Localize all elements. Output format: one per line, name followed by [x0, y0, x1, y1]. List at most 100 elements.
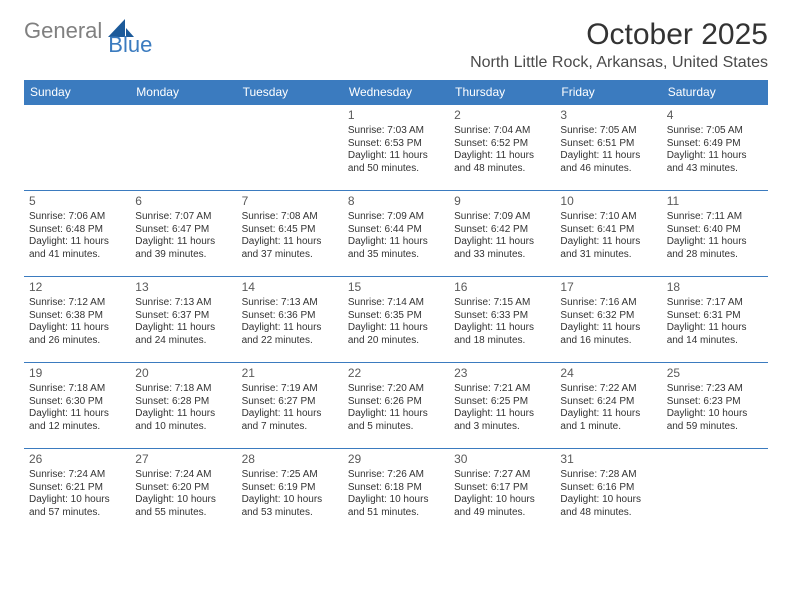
col-friday: Friday [555, 80, 661, 105]
day-number: 9 [454, 194, 550, 209]
calendar-cell: 22Sunrise: 7:20 AMSunset: 6:26 PMDayligh… [343, 363, 449, 449]
sunset-text: Sunset: 6:31 PM [667, 310, 763, 323]
calendar-cell: 18Sunrise: 7:17 AMSunset: 6:31 PMDayligh… [662, 277, 768, 363]
col-saturday: Saturday [662, 80, 768, 105]
sunrise-text: Sunrise: 7:14 AM [348, 297, 444, 310]
day-number: 14 [242, 280, 338, 295]
sunrise-text: Sunrise: 7:05 AM [667, 125, 763, 138]
sunset-text: Sunset: 6:52 PM [454, 138, 550, 151]
location: North Little Rock, Arkansas, United Stat… [470, 54, 768, 72]
daylight-text: Daylight: 11 hours and 39 minutes. [135, 236, 231, 261]
col-wednesday: Wednesday [343, 80, 449, 105]
daylight-text: Daylight: 11 hours and 35 minutes. [348, 236, 444, 261]
calendar-cell: 19Sunrise: 7:18 AMSunset: 6:30 PMDayligh… [24, 363, 130, 449]
sunset-text: Sunset: 6:36 PM [242, 310, 338, 323]
daylight-text: Daylight: 10 hours and 51 minutes. [348, 494, 444, 519]
sunrise-text: Sunrise: 7:13 AM [242, 297, 338, 310]
calendar-cell: 29Sunrise: 7:26 AMSunset: 6:18 PMDayligh… [343, 449, 449, 535]
calendar-cell: 17Sunrise: 7:16 AMSunset: 6:32 PMDayligh… [555, 277, 661, 363]
sunset-text: Sunset: 6:20 PM [135, 482, 231, 495]
day-number: 25 [667, 366, 763, 381]
day-number: 23 [454, 366, 550, 381]
daylight-text: Daylight: 11 hours and 37 minutes. [242, 236, 338, 261]
sunset-text: Sunset: 6:45 PM [242, 224, 338, 237]
sunrise-text: Sunrise: 7:15 AM [454, 297, 550, 310]
daylight-text: Daylight: 11 hours and 16 minutes. [560, 322, 656, 347]
day-number: 2 [454, 108, 550, 123]
day-number: 8 [348, 194, 444, 209]
sunset-text: Sunset: 6:51 PM [560, 138, 656, 151]
calendar-row: 5Sunrise: 7:06 AMSunset: 6:48 PMDaylight… [24, 191, 768, 277]
calendar-cell: 13Sunrise: 7:13 AMSunset: 6:37 PMDayligh… [130, 277, 236, 363]
sunrise-text: Sunrise: 7:07 AM [135, 211, 231, 224]
header: General Blue October 2025 North Little R… [24, 18, 768, 72]
sunrise-text: Sunrise: 7:12 AM [29, 297, 125, 310]
sunrise-text: Sunrise: 7:16 AM [560, 297, 656, 310]
sunset-text: Sunset: 6:37 PM [135, 310, 231, 323]
col-sunday: Sunday [24, 80, 130, 105]
day-number: 11 [667, 194, 763, 209]
sunset-text: Sunset: 6:47 PM [135, 224, 231, 237]
calendar-cell: 9Sunrise: 7:09 AMSunset: 6:42 PMDaylight… [449, 191, 555, 277]
col-tuesday: Tuesday [237, 80, 343, 105]
sunrise-text: Sunrise: 7:24 AM [135, 469, 231, 482]
sunrise-text: Sunrise: 7:28 AM [560, 469, 656, 482]
calendar-row: 1Sunrise: 7:03 AMSunset: 6:53 PMDaylight… [24, 105, 768, 191]
daylight-text: Daylight: 11 hours and 31 minutes. [560, 236, 656, 261]
sunset-text: Sunset: 6:40 PM [667, 224, 763, 237]
daylight-text: Daylight: 11 hours and 28 minutes. [667, 236, 763, 261]
calendar-cell [662, 449, 768, 535]
calendar-cell: 31Sunrise: 7:28 AMSunset: 6:16 PMDayligh… [555, 449, 661, 535]
col-monday: Monday [130, 80, 236, 105]
daylight-text: Daylight: 11 hours and 22 minutes. [242, 322, 338, 347]
daylight-text: Daylight: 11 hours and 12 minutes. [29, 408, 125, 433]
daylight-text: Daylight: 11 hours and 20 minutes. [348, 322, 444, 347]
logo-word-2: Blue [108, 32, 152, 58]
daylight-text: Daylight: 10 hours and 57 minutes. [29, 494, 125, 519]
day-number: 16 [454, 280, 550, 295]
sunrise-text: Sunrise: 7:03 AM [348, 125, 444, 138]
sunrise-text: Sunrise: 7:09 AM [348, 211, 444, 224]
calendar-cell: 25Sunrise: 7:23 AMSunset: 6:23 PMDayligh… [662, 363, 768, 449]
sunrise-text: Sunrise: 7:08 AM [242, 211, 338, 224]
calendar-cell: 26Sunrise: 7:24 AMSunset: 6:21 PMDayligh… [24, 449, 130, 535]
day-number: 3 [560, 108, 656, 123]
sunset-text: Sunset: 6:42 PM [454, 224, 550, 237]
sunrise-text: Sunrise: 7:10 AM [560, 211, 656, 224]
sunset-text: Sunset: 6:26 PM [348, 396, 444, 409]
calendar-cell: 28Sunrise: 7:25 AMSunset: 6:19 PMDayligh… [237, 449, 343, 535]
day-number: 4 [667, 108, 763, 123]
sunrise-text: Sunrise: 7:21 AM [454, 383, 550, 396]
day-number: 24 [560, 366, 656, 381]
day-number: 18 [667, 280, 763, 295]
sunrise-text: Sunrise: 7:04 AM [454, 125, 550, 138]
calendar-cell: 23Sunrise: 7:21 AMSunset: 6:25 PMDayligh… [449, 363, 555, 449]
calendar-cell: 4Sunrise: 7:05 AMSunset: 6:49 PMDaylight… [662, 105, 768, 191]
calendar-cell: 6Sunrise: 7:07 AMSunset: 6:47 PMDaylight… [130, 191, 236, 277]
daylight-text: Daylight: 11 hours and 18 minutes. [454, 322, 550, 347]
calendar-cell: 14 Sunrise: 7:13 AMSunset: 6:36 PMDayligh… [237, 277, 343, 363]
calendar-cell: 12Sunrise: 7:12 AMSunset: 6:38 PMDayligh… [24, 277, 130, 363]
title-block: October 2025 North Little Rock, Arkansas… [470, 18, 768, 72]
calendar-cell: 15Sunrise: 7:14 AMSunset: 6:35 PMDayligh… [343, 277, 449, 363]
day-number: 15 [348, 280, 444, 295]
sunset-text: Sunset: 6:49 PM [667, 138, 763, 151]
sunset-text: Sunset: 6:44 PM [348, 224, 444, 237]
sunset-text: Sunset: 6:24 PM [560, 396, 656, 409]
day-number: 30 [454, 452, 550, 467]
daylight-text: Daylight: 11 hours and 50 minutes. [348, 150, 444, 175]
sunrise-text: Sunrise: 7:18 AM [29, 383, 125, 396]
calendar-cell [130, 105, 236, 191]
daylight-text: Daylight: 11 hours and 7 minutes. [242, 408, 338, 433]
sunset-text: Sunset: 6:28 PM [135, 396, 231, 409]
day-number: 1 [348, 108, 444, 123]
sunrise-text: Sunrise: 7:05 AM [560, 125, 656, 138]
daylight-text: Daylight: 11 hours and 3 minutes. [454, 408, 550, 433]
calendar-body: 1Sunrise: 7:03 AMSunset: 6:53 PMDaylight… [24, 105, 768, 535]
daylight-text: Daylight: 11 hours and 24 minutes. [135, 322, 231, 347]
sunset-text: Sunset: 6:33 PM [454, 310, 550, 323]
daylight-text: Daylight: 10 hours and 53 minutes. [242, 494, 338, 519]
sunrise-text: Sunrise: 7:11 AM [667, 211, 763, 224]
sunset-text: Sunset: 6:48 PM [29, 224, 125, 237]
sunrise-text: Sunrise: 7:17 AM [667, 297, 763, 310]
